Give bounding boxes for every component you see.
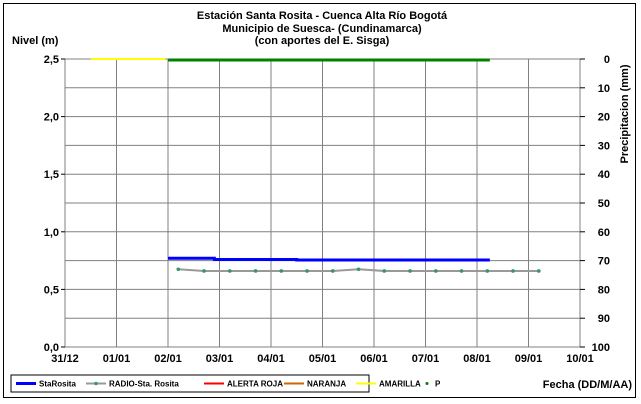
x-tick-label: 08/01 <box>463 353 491 365</box>
x-tick-label: 10/01 <box>566 353 594 365</box>
series-marker-radio <box>202 269 206 273</box>
series-marker-radio <box>408 269 412 273</box>
y2-tick-label: 80 <box>598 284 610 296</box>
y2-tick-label: 0 <box>604 54 610 66</box>
chart-title-line: Municipio de Suesca- (Cundinamarca) <box>222 23 422 35</box>
legend-swatch <box>426 382 429 385</box>
y-tick-label: 2,5 <box>44 54 59 66</box>
series-marker-radio <box>305 269 309 273</box>
y2-tick-label: 60 <box>598 227 610 239</box>
series-marker-radio <box>177 267 181 271</box>
x-axis-label: Fecha (DD/M/AA) <box>543 379 633 391</box>
legend-label: AMARILLA <box>379 380 421 389</box>
legend-label: RADIO-Sta. Rosita <box>109 380 179 389</box>
legend-swatch-marker <box>94 382 98 386</box>
y2-tick-label: 50 <box>598 198 610 210</box>
series-marker-radio <box>357 267 361 271</box>
y2-tick-label: 10 <box>598 83 610 95</box>
chart-svg: Estación Santa Rosita - Cuenca Alta Río … <box>4 4 637 399</box>
x-tick-label: 02/01 <box>154 353 182 365</box>
y-tick-label: 1,0 <box>44 227 59 239</box>
y-tick-label: 2,0 <box>44 112 59 124</box>
x-tick-label: 09/01 <box>515 353 543 365</box>
chart-title-line: Estación Santa Rosita - Cuenca Alta Río … <box>197 10 448 22</box>
series-line-starosita <box>168 258 490 260</box>
series-marker-radio <box>511 269 515 273</box>
y2-tick-label: 90 <box>598 313 610 325</box>
y2-tick-label: 20 <box>598 112 610 124</box>
x-tick-label: 05/01 <box>309 353 337 365</box>
y-axis-label: Nivel (m) <box>12 35 59 47</box>
legend-label: StaRosita <box>39 380 76 389</box>
y-tick-label: 0,5 <box>44 284 59 296</box>
series-marker-radio <box>486 269 490 273</box>
x-tick-label: 03/01 <box>206 353 234 365</box>
chart-title-line: (con aportes del E. Sisga) <box>255 35 390 47</box>
y2-axis-label: Precipitacion (mm) <box>619 64 631 163</box>
x-tick-label: 07/01 <box>412 353 440 365</box>
y2-tick-label: 70 <box>598 256 610 268</box>
series-marker-radio <box>254 269 258 273</box>
legend-label: P <box>435 380 441 389</box>
legend-label: ALERTA ROJA <box>227 380 283 389</box>
y2-tick-label: 40 <box>598 169 610 181</box>
chart-frame: Estación Santa Rosita - Cuenca Alta Río … <box>3 3 636 398</box>
series-marker-radio <box>280 269 284 273</box>
series-marker-radio <box>537 269 541 273</box>
x-tick-label: 01/01 <box>103 353 131 365</box>
series-marker-radio <box>434 269 438 273</box>
y-tick-label: 1,5 <box>44 169 59 181</box>
series-marker-radio <box>228 269 232 273</box>
series-marker-radio <box>331 269 335 273</box>
x-tick-label: 31/12 <box>51 353 79 365</box>
y2-tick-label: 30 <box>598 140 610 152</box>
x-tick-label: 04/01 <box>257 353 285 365</box>
legend-label: NARANJA <box>307 380 346 389</box>
series-marker-radio <box>383 269 387 273</box>
x-tick-label: 06/01 <box>360 353 388 365</box>
y2-tick-label: 100 <box>592 342 610 354</box>
series-marker-radio <box>460 269 464 273</box>
